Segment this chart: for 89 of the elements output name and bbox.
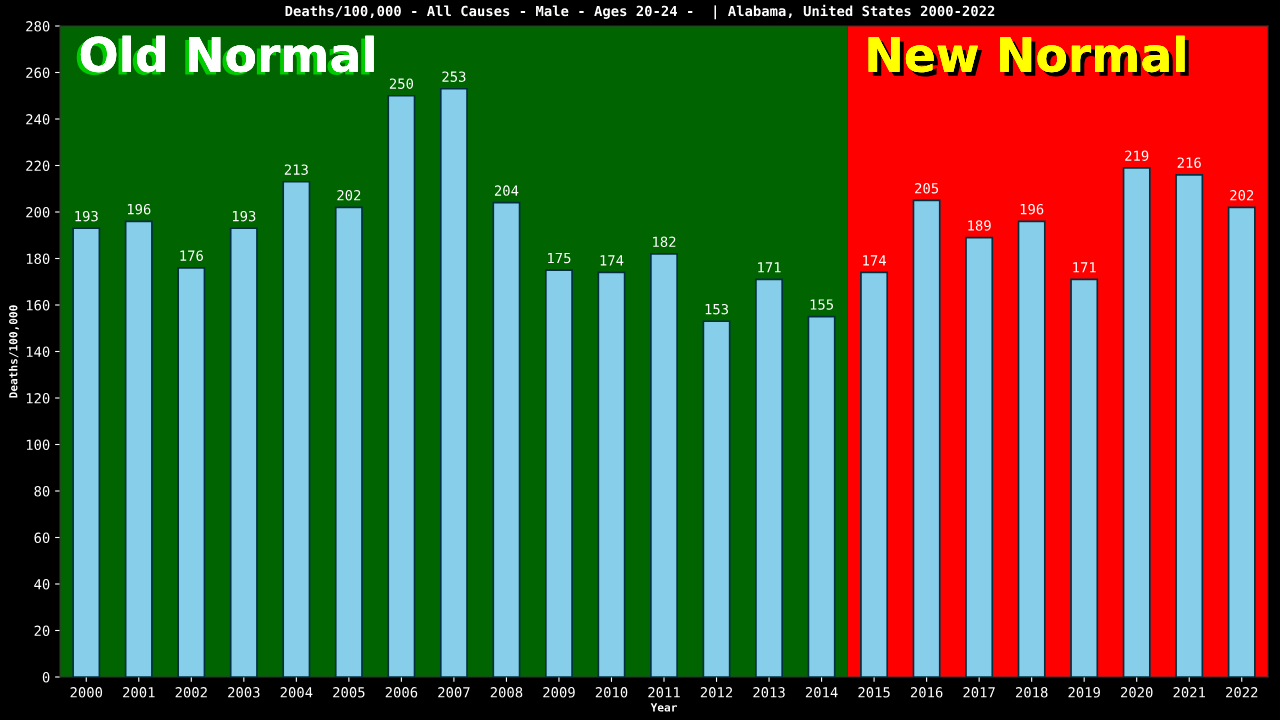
bar xyxy=(387,94,416,677)
data-label: 182 xyxy=(653,236,676,247)
bar xyxy=(439,87,468,677)
bar xyxy=(1017,220,1046,677)
x-tick-label: 2010 xyxy=(595,687,628,698)
data-label: 204 xyxy=(494,185,519,196)
data-label: 171 xyxy=(758,262,781,273)
bar xyxy=(1227,206,1256,677)
bar xyxy=(860,271,889,677)
x-tick-label: 2002 xyxy=(175,687,207,698)
data-label: 219 xyxy=(1125,150,1149,161)
bar xyxy=(650,253,678,677)
bar xyxy=(177,266,206,677)
bar xyxy=(807,315,836,677)
data-label: 176 xyxy=(180,250,203,261)
x-tick-label: 2015 xyxy=(858,687,890,698)
x-tick-label: 2018 xyxy=(1015,687,1048,698)
band-label: Old Normal xyxy=(76,35,374,76)
x-tick-label: 2020 xyxy=(1121,687,1153,698)
bar xyxy=(702,320,731,677)
x-tick-label: 2022 xyxy=(1226,687,1258,698)
bar xyxy=(597,271,626,677)
y-tick-label: 260 xyxy=(26,67,50,79)
y-tick-label: 240 xyxy=(26,114,50,125)
x-tick-label: 2017 xyxy=(963,687,995,698)
x-tick-label: 2008 xyxy=(490,687,523,698)
x-tick-label: 2001 xyxy=(123,687,155,698)
x-tick-label: 2014 xyxy=(805,687,838,698)
x-tick-label: 2006 xyxy=(385,687,418,698)
bar xyxy=(334,206,363,677)
data-label: 216 xyxy=(1177,157,1201,168)
data-label: 155 xyxy=(810,299,833,310)
data-label: 213 xyxy=(284,164,308,175)
x-tick-label: 2016 xyxy=(910,687,943,698)
x-tick-label: 2005 xyxy=(333,687,365,698)
x-tick-label: 2007 xyxy=(438,687,470,698)
x-axis-title: Year xyxy=(650,703,677,712)
bar xyxy=(1070,278,1099,677)
bar xyxy=(229,227,258,677)
y-axis-title: Deaths/100,000 xyxy=(8,305,19,398)
data-label: 174 xyxy=(600,255,624,266)
data-label: 250 xyxy=(389,78,414,89)
bar xyxy=(965,236,994,677)
bar xyxy=(1175,173,1204,677)
y-tick-label: 0 xyxy=(42,672,50,683)
bar xyxy=(124,220,153,677)
data-label: 171 xyxy=(1073,262,1096,273)
data-label: 175 xyxy=(548,252,571,264)
y-tick-label: 120 xyxy=(26,393,50,404)
data-label: 153 xyxy=(705,303,729,315)
x-tick-label: 2019 xyxy=(1068,687,1100,698)
bar xyxy=(1122,166,1151,677)
x-tick-label: 2021 xyxy=(1173,687,1205,698)
y-tick-label: 20 xyxy=(34,625,50,637)
data-label: 202 xyxy=(1230,189,1254,201)
y-tick-label: 140 xyxy=(26,346,50,358)
x-tick-label: 2011 xyxy=(648,687,680,698)
y-tick-label: 60 xyxy=(34,532,50,544)
x-tick-label: 2009 xyxy=(543,687,575,698)
band-label: New Normal xyxy=(868,35,1189,77)
x-tick-label: 2012 xyxy=(700,687,733,698)
data-label: 205 xyxy=(915,183,939,194)
y-tick-label: 220 xyxy=(26,160,50,172)
bar xyxy=(492,201,521,677)
data-label: 196 xyxy=(127,203,151,215)
x-tick-label: 2013 xyxy=(753,687,785,698)
x-tick-label: 2004 xyxy=(280,687,313,698)
y-tick-label: 80 xyxy=(34,486,50,497)
bar xyxy=(755,278,784,677)
y-tick-label: 160 xyxy=(26,300,50,311)
x-tick-label: 2003 xyxy=(228,687,260,698)
y-tick-label: 40 xyxy=(34,579,50,590)
y-tick-label: 180 xyxy=(26,253,50,265)
data-label: 189 xyxy=(968,220,991,231)
data-label: 196 xyxy=(1020,203,1044,215)
y-tick-label: 280 xyxy=(26,21,50,32)
bar xyxy=(912,199,941,677)
data-label: 174 xyxy=(863,255,886,266)
bar xyxy=(544,269,573,677)
data-label: 193 xyxy=(232,210,256,222)
bar xyxy=(72,227,101,677)
data-label: 253 xyxy=(442,71,466,82)
y-tick-label: 200 xyxy=(26,207,50,218)
data-label: 193 xyxy=(75,210,98,222)
y-tick-label: 100 xyxy=(26,439,50,451)
chart-title: Deaths/100,000 - All Causes - Male - Ages 20-24 - | Alabama, United States 2000-2022 xyxy=(285,4,995,20)
x-tick-label: 2000 xyxy=(70,687,103,698)
bar xyxy=(282,180,311,677)
data-label: 202 xyxy=(337,189,361,201)
